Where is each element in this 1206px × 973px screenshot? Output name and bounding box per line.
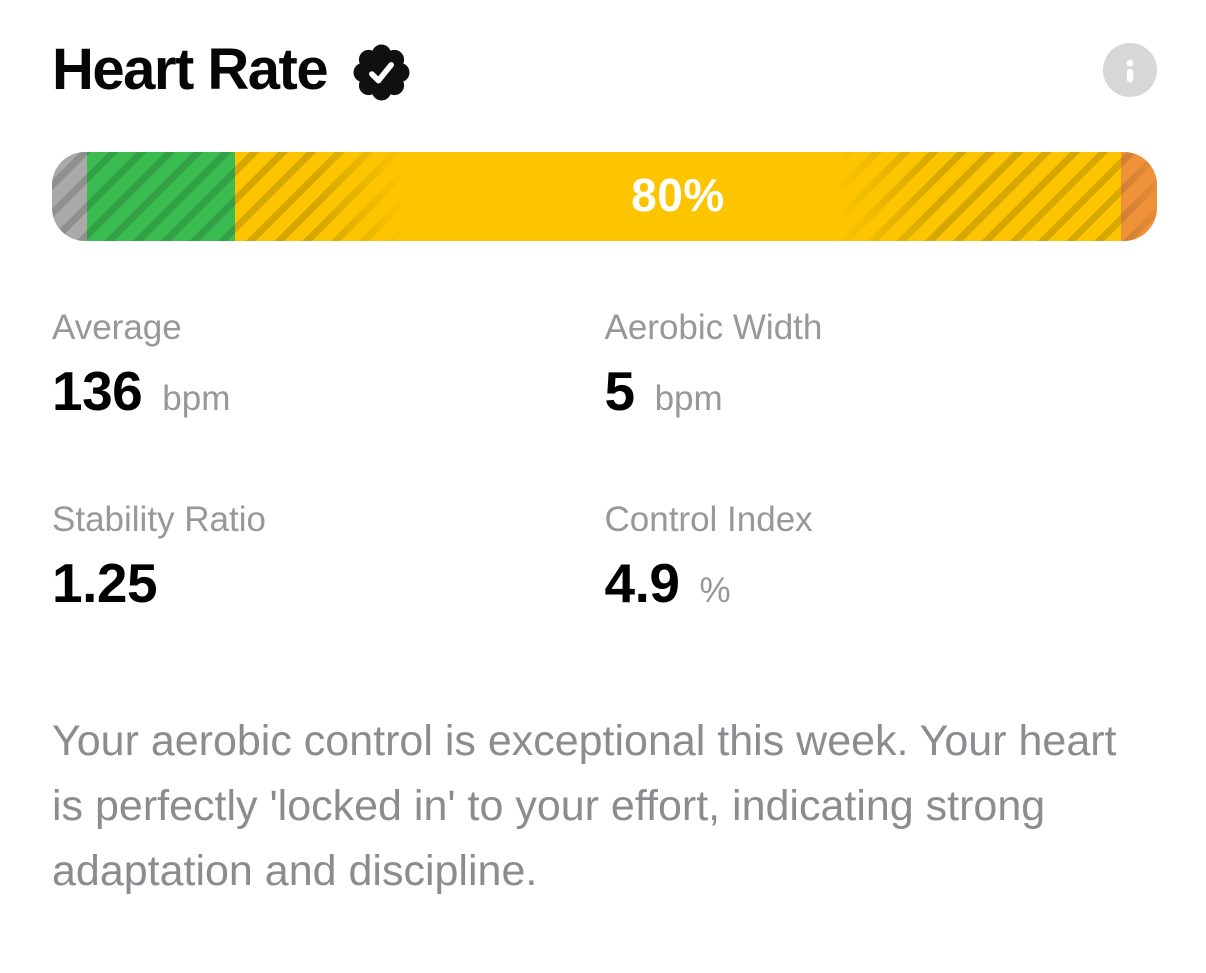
gauge-percent-label: 80% (631, 168, 725, 221)
stats-grid: Average 136 bpm Aerobic Width 5 bpm Stab… (52, 307, 1157, 613)
gauge-segment-green-zone (87, 152, 236, 241)
page-title: Heart Rate (52, 37, 329, 102)
info-button[interactable] (1103, 43, 1157, 97)
card-header: Heart Rate (52, 38, 1157, 102)
title-group: Heart Rate (52, 39, 410, 101)
stat-value: 5 (604, 360, 636, 422)
summary-text: Your aerobic control is exceptional this… (52, 717, 1117, 895)
stat-label: Aerobic Width (604, 308, 823, 347)
stat-value-row: 1.25 (52, 553, 605, 613)
stat-value-row: 5 bpm (605, 361, 1158, 421)
stat-average: Average 136 bpm (52, 307, 605, 421)
stat-value-row: 136 bpm (52, 361, 605, 421)
stat-label: Stability Ratio (52, 500, 266, 539)
stat-label: Control Index (604, 500, 813, 539)
stat-value: 1.25 (52, 552, 158, 614)
gauge-segment-below-zone-cap (52, 152, 88, 241)
stat-unit: bpm (654, 379, 723, 418)
gauge-segment-above-zone-cap (1120, 152, 1157, 241)
stat-aerobic-width: Aerobic Width 5 bpm (605, 307, 1158, 421)
stat-unit: % (699, 571, 731, 610)
gauge-segment-yellow-zone: 80% (235, 152, 1121, 241)
stat-value: 4.9 (604, 552, 680, 614)
heart-rate-zone-gauge: 80% (52, 152, 1157, 241)
stat-unit: bpm (162, 379, 231, 418)
stat-control-index: Control Index 4.9 % (605, 499, 1158, 613)
stat-value-row: 4.9 % (605, 553, 1158, 613)
stat-value: 136 (52, 360, 143, 422)
stat-stability-ratio: Stability Ratio 1.25 (52, 499, 605, 613)
info-icon (1126, 59, 1134, 83)
checkmark-seal-icon (353, 44, 410, 100)
stat-label: Average (52, 308, 182, 347)
